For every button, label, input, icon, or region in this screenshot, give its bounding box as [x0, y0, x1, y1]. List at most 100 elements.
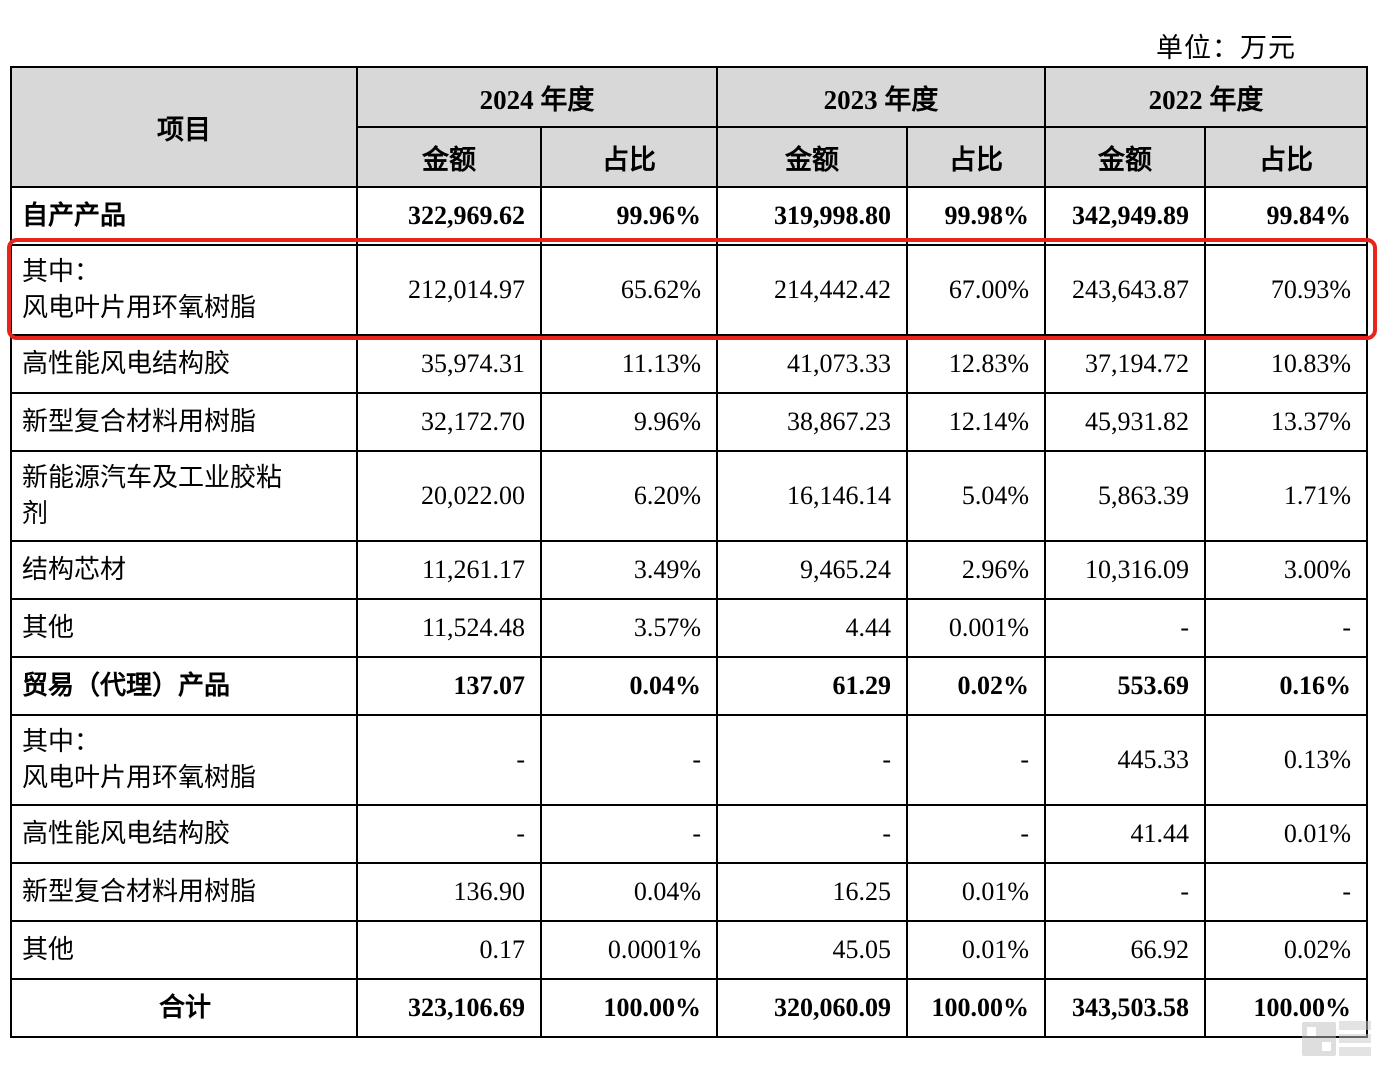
cell: 0.02%: [1204, 920, 1368, 980]
row-label: 结构芯材: [10, 540, 358, 600]
table-row: 其中： 风电叶片用环氧树脂 - - - - 445.33 0.13%: [10, 714, 1368, 806]
cell: 1.71%: [1204, 450, 1368, 542]
cell: 5.04%: [906, 450, 1046, 542]
cell: 3.57%: [540, 598, 718, 658]
row-label: 其中： 风电叶片用环氧树脂: [10, 244, 358, 336]
cell: 10.83%: [1204, 334, 1368, 394]
header-row-years: 项目 2024 年度 2023 年度 2022 年度: [10, 66, 1368, 188]
cell: 9,465.24: [716, 540, 908, 600]
cell: 322,969.62: [356, 186, 542, 246]
cell: 0.13%: [1204, 714, 1368, 806]
cell: 66.92: [1044, 920, 1206, 980]
cell: 41.44: [1044, 804, 1206, 864]
cell: -: [1044, 862, 1206, 922]
cell: 10,316.09: [1044, 540, 1206, 600]
cell: -: [906, 804, 1046, 864]
watermark-logo: [1302, 1012, 1374, 1056]
cell: 11,524.48: [356, 598, 542, 658]
cell: -: [356, 714, 542, 806]
cell: -: [540, 714, 718, 806]
cell: 35,974.31: [356, 334, 542, 394]
cell: -: [716, 804, 908, 864]
col-header-year-2024: 2024 年度: [356, 66, 718, 128]
row-label: 新型复合材料用树脂: [10, 392, 358, 452]
cell: 67.00%: [906, 244, 1046, 336]
cell: 100.00%: [540, 978, 718, 1038]
cell: 5,863.39: [1044, 450, 1206, 542]
cell: 243,643.87: [1044, 244, 1206, 336]
table-row: 自产产品 322,969.62 99.96% 319,998.80 99.98%…: [10, 186, 1368, 246]
cell: 320,060.09: [716, 978, 908, 1038]
table-row: 其他 0.17 0.0001% 45.05 0.01% 66.92 0.02%: [10, 920, 1368, 980]
cell: 99.84%: [1204, 186, 1368, 246]
table-row: 新型复合材料用树脂 136.90 0.04% 16.25 0.01% - -: [10, 862, 1368, 922]
cell: 9.96%: [540, 392, 718, 452]
cell: 16.25: [716, 862, 908, 922]
table-row: 贸易（代理）产品 137.07 0.04% 61.29 0.02% 553.69…: [10, 656, 1368, 716]
row-label: 新型复合材料用树脂: [10, 862, 358, 922]
cell: -: [716, 714, 908, 806]
row-label: 新能源汽车及工业胶粘 剂: [10, 450, 358, 542]
col-header-amount-2023: 金额: [716, 126, 908, 188]
col-header-ratio-2023: 占比: [906, 126, 1046, 188]
cell: 99.96%: [540, 186, 718, 246]
cell: -: [1204, 598, 1368, 658]
cell: 100.00%: [906, 978, 1046, 1038]
col-header-ratio-2024: 占比: [540, 126, 718, 188]
table-row: 新能源汽车及工业胶粘 剂 20,022.00 6.20% 16,146.14 5…: [10, 450, 1368, 542]
cell: 0.04%: [540, 862, 718, 922]
cell: 445.33: [1044, 714, 1206, 806]
cell: 342,949.89: [1044, 186, 1206, 246]
cell: 11,261.17: [356, 540, 542, 600]
table-row: 其他 11,524.48 3.57% 4.44 0.001% - -: [10, 598, 1368, 658]
cell: 4.44: [716, 598, 908, 658]
cell: 2.96%: [906, 540, 1046, 600]
table-container: 项目 2024 年度 2023 年度 2022 年度 金额 占比 金额 占比 金…: [7, 66, 1377, 1038]
watermark-bars-icon: [1339, 1021, 1371, 1056]
col-header-amount-2022: 金额: [1044, 126, 1206, 188]
cell: 41,073.33: [716, 334, 908, 394]
cell: 6.20%: [540, 450, 718, 542]
cell: -: [1204, 862, 1368, 922]
cell: 70.93%: [1204, 244, 1368, 336]
cell: 3.49%: [540, 540, 718, 600]
row-label: 其中： 风电叶片用环氧树脂: [10, 714, 358, 806]
col-header-ratio-2022: 占比: [1204, 126, 1368, 188]
cell: 61.29: [716, 656, 908, 716]
cell: 0.01%: [906, 920, 1046, 980]
cell: 11.13%: [540, 334, 718, 394]
cell: 553.69: [1044, 656, 1206, 716]
col-header-year-2022: 2022 年度: [1044, 66, 1368, 128]
col-header-item: 项目: [10, 66, 358, 188]
cell: 13.37%: [1204, 392, 1368, 452]
cell: 37,194.72: [1044, 334, 1206, 394]
col-header-amount-2024: 金额: [356, 126, 542, 188]
cell: 32,172.70: [356, 392, 542, 452]
cell: 214,442.42: [716, 244, 908, 336]
cell: -: [1044, 598, 1206, 658]
row-label: 高性能风电结构胶: [10, 334, 358, 394]
row-label: 高性能风电结构胶: [10, 804, 358, 864]
cell: 45,931.82: [1044, 392, 1206, 452]
cell: -: [540, 804, 718, 864]
cell: 0.01%: [906, 862, 1046, 922]
cell: 323,106.69: [356, 978, 542, 1038]
table-row: 结构芯材 11,261.17 3.49% 9,465.24 2.96% 10,3…: [10, 540, 1368, 600]
cell: 20,022.00: [356, 450, 542, 542]
cell: 319,998.80: [716, 186, 908, 246]
cell: 343,503.58: [1044, 978, 1206, 1038]
table-row: 高性能风电结构胶 - - - - 41.44 0.01%: [10, 804, 1368, 864]
cell: 0.04%: [540, 656, 718, 716]
col-header-year-2023: 2023 年度: [716, 66, 1046, 128]
cell: 0.16%: [1204, 656, 1368, 716]
cell: 12.14%: [906, 392, 1046, 452]
row-label: 贸易（代理）产品: [10, 656, 358, 716]
revenue-table: 项目 2024 年度 2023 年度 2022 年度 金额 占比 金额 占比 金…: [10, 66, 1368, 1038]
table-row: 高性能风电结构胶 35,974.31 11.13% 41,073.33 12.8…: [10, 334, 1368, 394]
cell: 0.001%: [906, 598, 1046, 658]
watermark-square-icon: [1302, 1022, 1336, 1056]
cell: 12.83%: [906, 334, 1046, 394]
cell: 136.90: [356, 862, 542, 922]
cell: 3.00%: [1204, 540, 1368, 600]
cell: 38,867.23: [716, 392, 908, 452]
